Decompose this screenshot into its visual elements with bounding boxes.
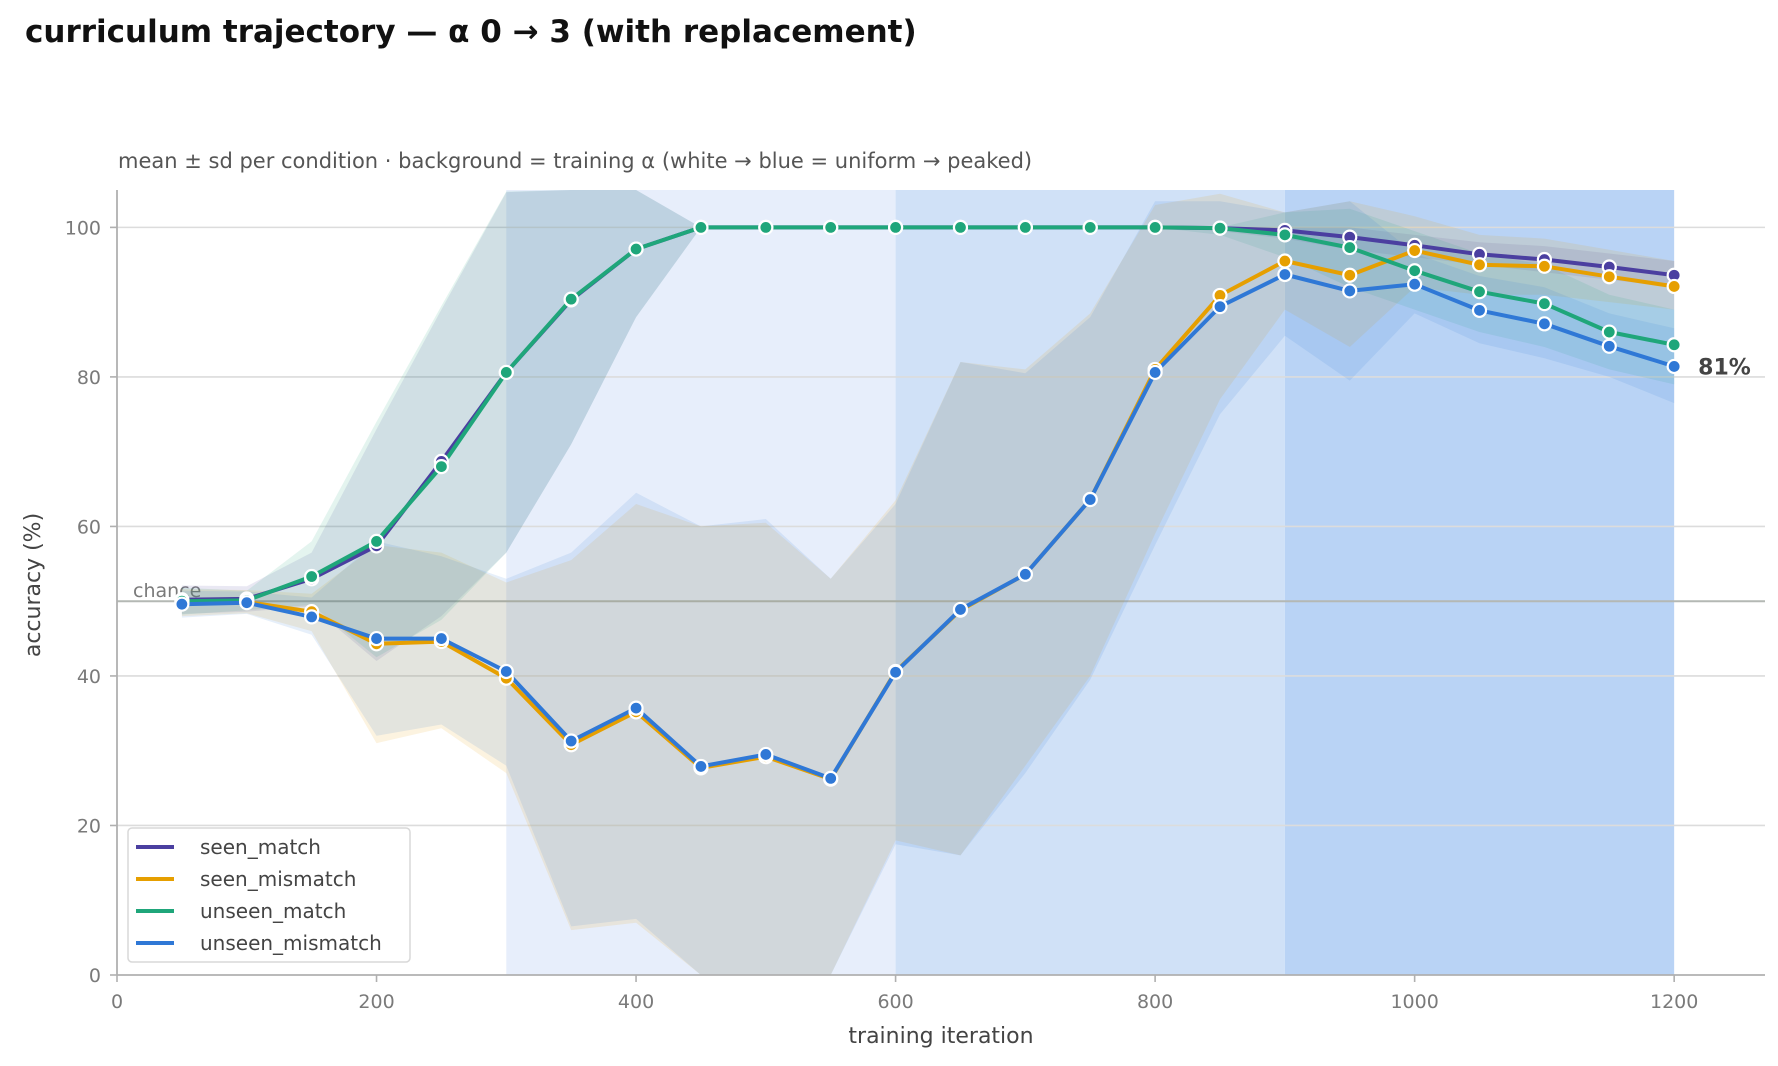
x-tick-label-400: 400: [618, 991, 654, 1013]
data-point-unseen_mismatch-350: [563, 733, 579, 749]
sd-band-seen_mismatch: [181, 193, 1675, 975]
sd-bands: [181, 190, 1675, 975]
data-point-unseen_match-750: [1082, 219, 1098, 235]
data-point-unseen_match-550: [823, 219, 839, 235]
data-point-unseen_mismatch-750: [1082, 491, 1098, 508]
sd-band-unseen_mismatch: [181, 201, 1675, 975]
legend-box: [127, 827, 411, 963]
background-band-3: [1284, 190, 1675, 975]
legend-label-seen_match: seen_match: [200, 835, 321, 859]
data-point-unseen_mismatch-150: [304, 609, 320, 625]
data-point-unseen_mismatch-1100: [1536, 316, 1553, 332]
data-point-unseen_mismatch-1200: [1666, 358, 1682, 375]
data-point-unseen_match-450: [693, 219, 709, 235]
data-point-unseen_mismatch-700: [1017, 566, 1033, 582]
data-point-seen_mismatch-1050: [1471, 257, 1488, 273]
x-tick-label-1000: 1000: [1390, 991, 1438, 1013]
series-points: [174, 219, 1682, 787]
legend-label-unseen_mismatch: unseen_mismatch: [200, 931, 382, 955]
series-line-unseen_mismatch: [179, 272, 1677, 781]
x-tick-label-0: 0: [111, 991, 123, 1013]
series-line-unseen_match: [179, 225, 1677, 604]
data-point-unseen_mismatch-1000: [1407, 276, 1423, 292]
y-tick-label-60: 60: [77, 516, 101, 538]
sd-band-unseen_match: [181, 190, 1675, 658]
data-point-seen_mismatch-1200: [1666, 278, 1682, 295]
background-band-1: [506, 190, 896, 975]
data-point-unseen_match-1150: [1601, 324, 1617, 340]
data-point-unseen_match-350: [563, 291, 579, 307]
end-annotation: 81%: [1698, 355, 1751, 380]
data-point-unseen_match-600: [887, 219, 904, 235]
x-tick-label-800: 800: [1137, 991, 1173, 1013]
y-tick-label-0: 0: [89, 965, 101, 987]
data-point-unseen_mismatch-100: [239, 595, 255, 611]
data-point-unseen_match-200: [368, 533, 385, 549]
data-point-unseen_match-1100: [1536, 296, 1553, 312]
x-tick-label-600: 600: [877, 991, 913, 1013]
data-point-unseen_mismatch-850: [1212, 299, 1228, 315]
series-lines: [179, 225, 1677, 782]
legend-label-unseen_match: unseen_match: [200, 899, 346, 923]
data-point-unseen_mismatch-800: [1147, 364, 1163, 381]
data-point-unseen_match-900: [1277, 227, 1293, 243]
data-point-unseen_match-1200: [1666, 337, 1682, 353]
data-point-unseen_match-650: [952, 219, 969, 235]
data-point-unseen_match-250: [433, 459, 450, 475]
data-point-unseen_mismatch-200: [368, 630, 385, 647]
background-band-2: [895, 190, 1285, 975]
data-point-unseen_match-950: [1342, 239, 1358, 256]
background-bands: [506, 190, 1675, 975]
data-point-seen_mismatch-1100: [1536, 258, 1553, 274]
data-point-unseen_match-300: [498, 364, 514, 381]
x-axis-label: training iteration: [848, 1024, 1033, 1049]
data-point-unseen_mismatch-1050: [1471, 302, 1488, 318]
data-point-unseen_mismatch-250: [433, 630, 450, 647]
data-point-unseen_mismatch-1150: [1601, 338, 1617, 354]
data-point-seen_mismatch-1150: [1601, 269, 1617, 285]
data-point-unseen_match-150: [304, 568, 320, 585]
data-point-unseen_mismatch-400: [628, 700, 644, 716]
data-point-unseen_match-700: [1017, 219, 1033, 235]
x-tick-label-1200: 1200: [1650, 991, 1698, 1013]
data-point-unseen_mismatch-50: [174, 596, 190, 612]
data-point-unseen_match-1000: [1407, 263, 1423, 279]
data-point-unseen_mismatch-500: [758, 746, 774, 763]
y-axis-label: accuracy (%): [21, 513, 46, 657]
data-point-unseen_match-800: [1147, 219, 1163, 235]
data-point-seen_mismatch-1000: [1407, 242, 1423, 259]
x-tick-label-200: 200: [358, 991, 394, 1013]
data-point-unseen_mismatch-600: [887, 664, 904, 680]
data-point-seen_mismatch-900: [1277, 253, 1293, 269]
y-tick-label-20: 20: [77, 815, 101, 837]
legend-label-seen_mismatch: seen_mismatch: [200, 867, 356, 891]
chart-subtitle: mean ± sd per condition · background = t…: [118, 149, 1032, 173]
data-point-unseen_mismatch-650: [952, 601, 969, 618]
data-point-unseen_match-500: [758, 219, 774, 235]
data-point-unseen_match-400: [628, 241, 644, 257]
data-point-unseen_mismatch-550: [823, 770, 839, 786]
y-tick-label-100: 100: [65, 217, 101, 239]
y-tick-label-80: 80: [77, 367, 101, 389]
legend: seen_match seen_mismatch unseen_matchunsee…: [127, 827, 411, 963]
sd-band-seen_match: [181, 190, 1675, 661]
data-point-seen_mismatch-950: [1342, 267, 1358, 283]
data-point-unseen_mismatch-900: [1277, 266, 1293, 283]
y-tick-label-40: 40: [77, 666, 101, 688]
axes: 0 200 400 600 800 1000 1200 0 20 40 60 80 100: [65, 190, 1765, 1013]
data-point-unseen_mismatch-300: [498, 663, 514, 680]
data-point-unseen_mismatch-450: [693, 758, 709, 775]
data-point-unseen_match-850: [1212, 220, 1228, 236]
data-point-unseen_match-1050: [1471, 284, 1488, 300]
data-point-unseen_mismatch-950: [1342, 283, 1358, 299]
chart-title: curriculum trajectory — α 0 → 3 (with re…: [25, 14, 917, 50]
